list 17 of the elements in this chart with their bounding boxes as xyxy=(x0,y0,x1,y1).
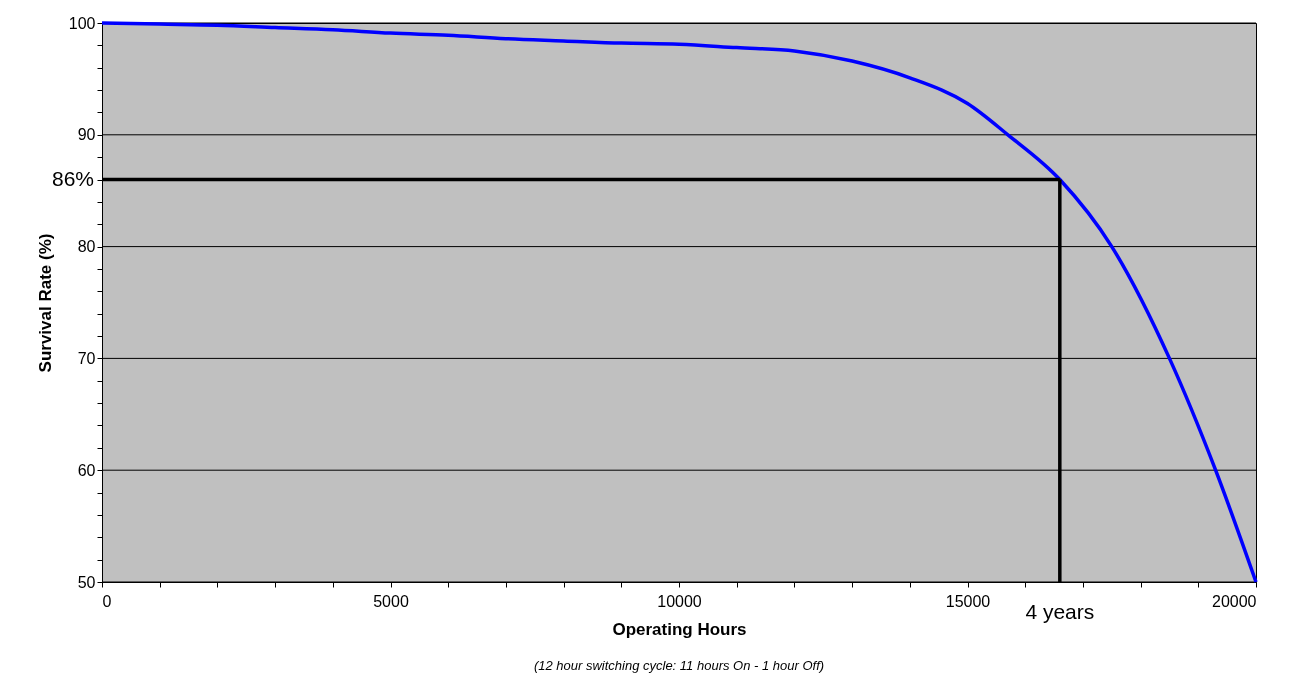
y-tick-label: 50 xyxy=(77,573,96,591)
y-tick-label: 90 xyxy=(77,126,96,144)
ref-line-label: 4 years xyxy=(1025,600,1095,623)
x-tick-label: 0 xyxy=(102,592,112,610)
x-tick-label: 20000 xyxy=(1212,592,1257,610)
ref-line-label: 86% xyxy=(51,166,94,190)
x-tick-label: 5000 xyxy=(373,592,409,610)
y-tick-label: 70 xyxy=(77,349,96,367)
x-tick-label: 15000 xyxy=(945,592,991,610)
text: (12 hour switching cycle: 11 hours On - 1 hour Off) xyxy=(533,658,825,673)
y-tick-label: 100 xyxy=(68,14,96,32)
x-tick-label: 10000 xyxy=(657,592,702,610)
line-series xyxy=(100,21,1258,584)
y-axis-title: Survival Rate (%) xyxy=(35,233,55,373)
y-tick-label: 60 xyxy=(77,461,96,479)
y-tick-label: 80 xyxy=(77,238,96,256)
x-axis-title: Operating Hours xyxy=(612,619,747,639)
